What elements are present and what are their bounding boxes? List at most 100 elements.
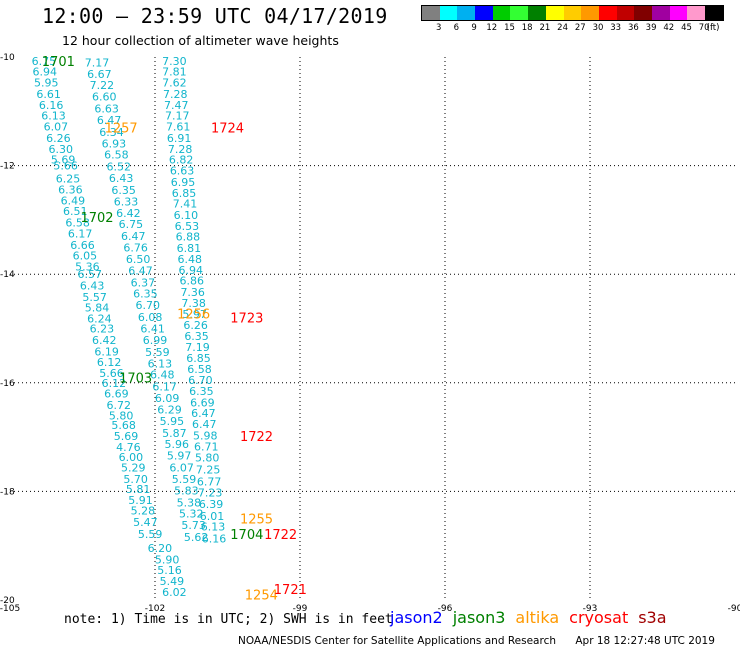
pass-time-label: 1722: [264, 528, 297, 543]
swh-value: 5.96: [165, 438, 190, 451]
swh-value: 6.94: [179, 264, 204, 277]
swh-value: 6.58: [187, 363, 212, 376]
legend-color-bar: [421, 5, 724, 21]
swh-value: 6.52: [107, 161, 132, 174]
swh-value: 5.16: [157, 564, 182, 577]
swh-value: 6.33: [114, 195, 139, 208]
swh-value: 6.47: [121, 230, 146, 243]
legend-label: 42: [663, 23, 675, 33]
swh-value: 6.47: [191, 407, 216, 420]
swh-value: 7.22: [90, 79, 115, 92]
legend-label: 12: [486, 23, 498, 33]
swh-value: 6.69: [104, 388, 129, 401]
swh-value: 7.38: [181, 297, 206, 310]
swh-value: 6.49: [61, 194, 86, 207]
swh-value: 6.95: [171, 176, 196, 189]
satellite-jason2: jason2: [390, 608, 443, 627]
swh-value: 6.51: [63, 205, 88, 218]
swh-value: 6.99: [143, 334, 168, 347]
legend-swatch: [651, 6, 670, 20]
x-tick-label: -105: [0, 604, 20, 614]
swh-value: 5.59: [172, 473, 197, 486]
swh-value: 6.81: [177, 242, 202, 255]
legend-label: 21: [539, 23, 551, 33]
pass-time-label: 1724: [211, 122, 244, 137]
swh-value: 5.91: [128, 494, 153, 507]
swh-value: 7.23: [198, 486, 223, 499]
swh-value: 6.57: [78, 268, 103, 281]
swh-value: 6.75: [32, 55, 57, 68]
swh-value: 5.62: [184, 531, 209, 544]
pass-time-label: 1257: [105, 122, 138, 137]
swh-value: 5.73: [181, 519, 206, 532]
legend-label: 30: [592, 23, 604, 33]
swh-value: 6.35: [189, 385, 214, 398]
swh-value: 5.87: [162, 427, 187, 440]
swh-value: 5.70: [123, 473, 148, 486]
swh-value: 6.07: [169, 462, 194, 475]
swh-value: 7.17: [85, 56, 110, 69]
swh-value: 5.57: [82, 291, 107, 304]
swh-value: 6.34: [99, 126, 124, 139]
swh-value: 6.86: [179, 275, 204, 288]
legend-swatch: [457, 6, 476, 20]
swh-value: 5.66: [99, 367, 124, 380]
swh-value: 6.19: [94, 345, 119, 358]
swh-value: 6.47: [128, 264, 153, 277]
swh-value: 5.68: [111, 419, 136, 432]
legend-swatch: [598, 6, 617, 20]
y-tick-label: -16: [0, 379, 15, 389]
legend-label: 24: [557, 23, 569, 33]
satellite-altika: altika: [515, 608, 560, 627]
swh-value: 5.69: [51, 154, 76, 167]
swh-value: 6.07: [44, 121, 69, 134]
swh-value: 5.29: [121, 462, 146, 475]
swh-value: 6.12: [97, 356, 122, 369]
legend-swatch: [492, 6, 511, 20]
swh-value: 6.67: [87, 68, 112, 81]
swh-value: 6.43: [80, 280, 105, 293]
pass-time-label: 1722: [240, 430, 273, 445]
swh-value: 6.30: [49, 143, 74, 156]
swh-value: 6.35: [133, 288, 158, 301]
swh-value: 6.13: [148, 357, 173, 370]
swh-value: 6.24: [87, 313, 112, 326]
footer-agency: NOAA/NESDIS Center for Satellite Applica…: [238, 635, 556, 647]
swh-value: 6.58: [104, 149, 129, 162]
x-tick-label: -96: [438, 604, 453, 614]
pass-time-label: 1721: [274, 583, 307, 598]
swh-value: 6.47: [192, 418, 217, 431]
swh-value: 6.61: [36, 88, 61, 101]
swh-value: 6.70: [136, 299, 161, 312]
swh-value: 5.84: [85, 301, 110, 314]
swh-value: 5.83: [174, 484, 199, 497]
swh-value: 5.36: [75, 261, 100, 274]
swh-value: 6.82: [169, 154, 194, 167]
legend-swatch: [545, 6, 564, 20]
swh-value: 6.69: [190, 396, 215, 409]
legend-swatch: [439, 6, 458, 20]
swh-value: 6.85: [172, 187, 197, 200]
swh-value: 7.28: [163, 88, 188, 101]
legend-swatch: [581, 6, 599, 20]
legend-label: 15: [504, 23, 515, 33]
x-tick-label: -90: [728, 604, 740, 614]
swh-value: 6.35: [184, 330, 209, 343]
swh-value: 6.77: [197, 476, 222, 489]
swh-value: 6.42: [116, 207, 141, 220]
swh-value: 5.80: [109, 409, 134, 422]
x-tick-label: -102: [145, 604, 165, 614]
swh-value: 6.43: [109, 172, 134, 185]
pass-time-label: 1701: [42, 55, 75, 70]
legend-label: 18: [521, 23, 533, 33]
legend-label: 36: [627, 23, 639, 33]
swh-value: 6.48: [178, 253, 203, 266]
swh-value: 6.72: [107, 399, 132, 412]
y-tick-label: -12: [0, 162, 15, 172]
swh-value: 5.38: [177, 496, 202, 509]
swh-value: 6.00: [119, 451, 144, 464]
swh-value: 7.61: [166, 121, 191, 134]
swh-value: 6.26: [46, 132, 71, 145]
swh-value: 6.20: [148, 542, 173, 555]
pass-time-label: 1703: [119, 371, 152, 386]
